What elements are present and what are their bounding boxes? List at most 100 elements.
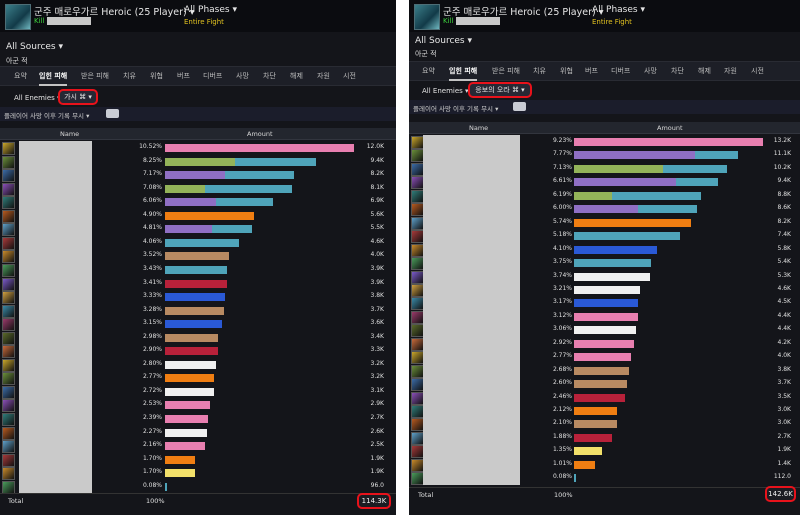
table-row[interactable]: 9.23% 13.2K	[409, 135, 800, 149]
table-row[interactable]: 2.60% 3.7K	[409, 377, 800, 392]
table-row[interactable]: 2.39% 2.7K	[0, 412, 396, 426]
damage-bar-segment	[574, 191, 612, 200]
table-row[interactable]: 7.08% 8.1K	[0, 182, 396, 196]
boss-title-dropdown[interactable]: 군주 매로우가르 Heroic (25 Player) ▾	[443, 7, 604, 18]
tab-deaths[interactable]: 사망	[644, 67, 657, 75]
table-row[interactable]: 1.70% 1.9K	[0, 466, 396, 481]
table-row[interactable]: 2.27% 2.6K	[0, 426, 396, 440]
column-name[interactable]: Name	[60, 130, 80, 138]
table-row[interactable]: 7.13% 10.2K	[409, 162, 800, 176]
tab-damage-taken[interactable]: 받은 피해	[492, 67, 520, 75]
tab-dispels[interactable]: 해제	[290, 72, 303, 80]
option-toggle[interactable]	[106, 109, 119, 118]
table-row[interactable]: 7.17% 8.2K	[0, 168, 396, 183]
table-row[interactable]: 6.61% 9.4K	[409, 175, 800, 190]
table-row[interactable]: 2.80% 3.2K	[0, 358, 396, 372]
table-row[interactable]: 10.52% 12.0K	[0, 141, 396, 155]
table-row[interactable]: 3.41% 3.9K	[0, 277, 396, 291]
amount-value: 4.4K	[777, 325, 791, 333]
table-row[interactable]: 5.74% 8.2K	[409, 216, 800, 230]
tab-summary[interactable]: 요약	[422, 67, 435, 75]
amount-value: 3.1K	[370, 386, 384, 394]
damage-bar-segment	[165, 171, 226, 180]
table-row[interactable]: 2.77% 3.2K	[0, 371, 396, 386]
table-row[interactable]: 3.43% 3.9K	[0, 263, 396, 277]
table-row[interactable]: 2.16% 2.5K	[0, 439, 396, 454]
table-row[interactable]: 6.06% 6.9K	[0, 195, 396, 210]
table-row[interactable]: 3.28% 3.7K	[0, 304, 396, 318]
table-row[interactable]: 4.81% 5.5K	[0, 222, 396, 237]
percent-value: 3.41%	[142, 278, 162, 286]
table-row[interactable]: 3.33% 3.8K	[0, 290, 396, 305]
column-name[interactable]: Name	[469, 124, 489, 132]
enemies-dropdown[interactable]: All Enemies ▾	[422, 87, 469, 95]
sources-dropdown[interactable]: All Sources ▾	[415, 36, 472, 46]
tab-damage-done[interactable]: 입힌 피해	[449, 67, 478, 81]
option-toggle[interactable]	[513, 102, 526, 111]
tab-summary[interactable]: 요약	[14, 72, 27, 80]
damage-bar-segment	[574, 460, 595, 469]
tab-healing[interactable]: 치유	[533, 67, 546, 75]
table-row[interactable]: 2.53% 2.9K	[0, 398, 396, 413]
amount-value: 1.9K	[777, 446, 791, 454]
tab-resources[interactable]: 자원	[724, 67, 737, 75]
damage-bar-segment	[574, 299, 639, 308]
table-row[interactable]: 4.10% 5.8K	[409, 243, 800, 257]
table-row[interactable]: 2.72% 3.1K	[0, 385, 396, 399]
table-row[interactable]: 4.06% 4.6K	[0, 236, 396, 250]
ally-enemy-toggle[interactable]: 아군 적	[6, 57, 28, 65]
damage-bar-segment	[574, 433, 612, 442]
phases-dropdown[interactable]: All Phases ▾	[184, 5, 237, 15]
column-amount[interactable]: Amount	[247, 130, 273, 138]
ally-enemy-toggle[interactable]: 아군 적	[415, 50, 437, 58]
tab-buffs[interactable]: 버프	[177, 72, 190, 80]
tab-threat[interactable]: 위협	[560, 67, 573, 75]
column-amount[interactable]: Amount	[657, 124, 683, 132]
enemies-dropdown[interactable]: All Enemies ▾	[14, 94, 61, 102]
tab-buffs[interactable]: 버프	[585, 67, 598, 75]
spec-icon	[2, 223, 15, 237]
table-row[interactable]: 1.70% 1.9K	[0, 453, 396, 467]
table-row[interactable]: 3.15% 3.6K	[0, 317, 396, 332]
amount-value: 2.7K	[370, 414, 384, 421]
ability-filter-chip[interactable]: 가시 ⌘ ▾	[58, 89, 98, 105]
phases-dropdown[interactable]: All Phases ▾	[592, 5, 645, 15]
table-row[interactable]: 3.52% 4.0K	[0, 249, 396, 264]
ignore-after-death-dropdown[interactable]: 플레이어 사망 이후 기록 무시 ▾	[413, 105, 499, 113]
total-label: Total	[418, 491, 434, 499]
tab-casts[interactable]: 시전	[751, 67, 764, 75]
table-row[interactable]: 4.90% 5.6K	[0, 209, 396, 223]
damage-bar-segment	[574, 339, 635, 348]
table-row[interactable]: 2.98% 3.4K	[0, 331, 396, 345]
tab-interrupts[interactable]: 차단	[263, 72, 276, 80]
kill-status: Kill	[443, 17, 501, 25]
boss-title-dropdown[interactable]: 군주 매로우가르 Heroic (25 Player) ▾	[34, 7, 195, 18]
table-row[interactable]: 6.19% 8.8K	[409, 189, 800, 203]
tab-threat[interactable]: 위협	[150, 72, 163, 80]
table-row[interactable]: 8.25% 9.4K	[0, 155, 396, 169]
tab-interrupts[interactable]: 차단	[671, 67, 684, 75]
tab-resources[interactable]: 자원	[317, 72, 330, 80]
damage-bar-segment	[165, 320, 222, 329]
tab-casts[interactable]: 시전	[343, 72, 356, 80]
tab-damage-done[interactable]: 입힌 피해	[39, 72, 68, 86]
spec-icon	[2, 426, 15, 440]
amount-value: 8.6K	[777, 204, 791, 212]
ability-filter-chip[interactable]: 응보의 오라 ⌘ ▾	[468, 82, 532, 98]
table-row[interactable]: 2.77% 4.0K	[409, 350, 800, 365]
tab-debuffs[interactable]: 디버프	[611, 67, 631, 75]
sources-dropdown[interactable]: All Sources ▾	[6, 42, 63, 52]
table-row[interactable]: 2.92% 4.2K	[409, 337, 800, 351]
tab-healing[interactable]: 치유	[123, 72, 136, 80]
table-row[interactable]: 2.90% 3.3K	[0, 344, 396, 359]
tab-debuffs[interactable]: 디버프	[203, 72, 223, 80]
ignore-after-death-dropdown[interactable]: 플레이어 사망 이후 기록 무시 ▾	[4, 112, 90, 120]
table-row[interactable]: 3.21% 4.6K	[409, 283, 800, 297]
spec-icon	[2, 331, 15, 345]
tab-deaths[interactable]: 사망	[236, 72, 249, 80]
percent-value: 3.43%	[142, 264, 162, 272]
table-row[interactable]: 3.75% 5.4K	[409, 256, 800, 271]
tab-damage-taken[interactable]: 받은 피해	[81, 72, 109, 80]
tab-dispels[interactable]: 해제	[698, 67, 711, 75]
percent-value: 6.06%	[142, 197, 162, 205]
